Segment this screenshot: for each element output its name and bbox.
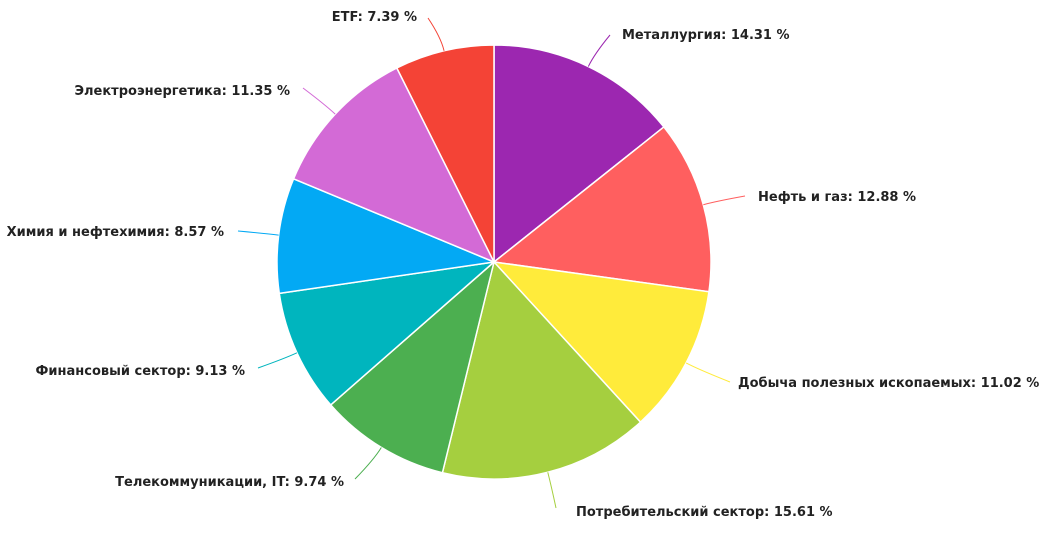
slices-layer (276, 44, 712, 480)
connector-металлургия (587, 34, 611, 67)
pie-slice-финансовый-сектор[interactable] (278, 260, 497, 406)
slice-label-финансовый-сектор: Финансовый сектор: 9.13 % (36, 364, 245, 379)
connector-телекоммуникации-it (354, 447, 382, 480)
connector-химия-и-нефтехимия (237, 230, 279, 236)
slice-label-потребительский-сектор: Потребительский сектор: 15.61 % (576, 505, 833, 520)
pie-slice-телекоммуникации-it[interactable] (329, 259, 496, 474)
pie-slice-добыча-полезных-ископаемых[interactable] (492, 260, 710, 424)
slice-label-телекоммуникации-it: Телекоммуникации, IT: 9.74 % (115, 475, 344, 490)
slice-label-химия-и-нефтехимия: Химия и нефтехимия: 8.57 % (7, 225, 224, 240)
pie-slice-нефть-и-газ[interactable] (492, 125, 712, 293)
pie-slice-etf[interactable] (395, 44, 495, 263)
slice-label-etf: ETF: 7.39 % (332, 10, 417, 25)
connector-добыча-полезных-ископаемых (685, 362, 731, 383)
connectors-layer (237, 17, 746, 509)
slice-label-добыча-полезных-ископаемых: Добыча полезных ископаемых: 11.02 % (738, 376, 1039, 391)
labels-layer: Металлургия: 14.31 % Нефть и газ: 12.88 %… (7, 10, 1040, 520)
connector-финансовый-сектор (257, 352, 298, 369)
connector-нефть-и-газ (703, 195, 746, 206)
connector-электроэнергетика (302, 87, 336, 115)
pie-slice-металлургия[interactable] (493, 44, 665, 264)
slice-label-нефть-и-газ: Нефть и газ: 12.88 % (758, 190, 916, 205)
connector-etf (427, 17, 445, 51)
connector-потребительский-сектор (547, 472, 557, 509)
slice-label-электроэнергетика: Электроэнергетика: 11.35 % (74, 84, 290, 99)
pie-slice-электроэнергетика[interactable] (292, 66, 496, 264)
slice-label-металлургия: Металлургия: 14.31 % (622, 28, 790, 43)
